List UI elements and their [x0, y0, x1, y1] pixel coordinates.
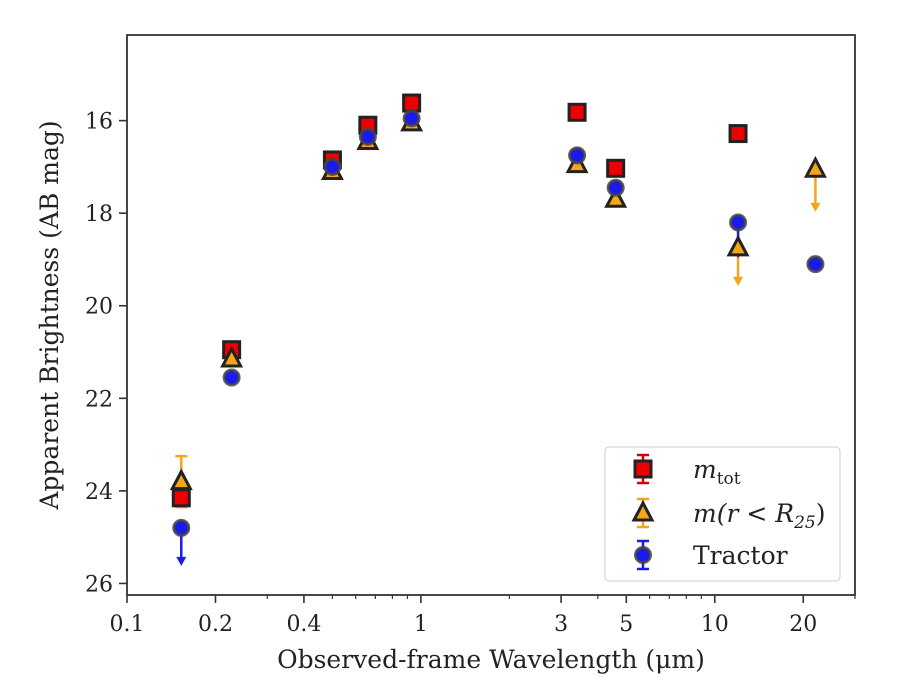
legend-marker-triangle — [631, 499, 655, 522]
y-tick-label: 18 — [85, 202, 113, 227]
legend-marker-square — [633, 459, 653, 479]
data-point-square — [606, 158, 626, 178]
data-point-circle — [222, 368, 241, 387]
data-point-circle — [568, 146, 587, 165]
limit-arrowhead — [733, 276, 744, 286]
legend-entries: mtot m(r < R25) Tractor — [631, 453, 825, 571]
limit-arrowhead — [810, 202, 821, 212]
data-marks — [169, 93, 827, 566]
x-tick-label: 3 — [554, 612, 568, 637]
data-point-circle — [172, 518, 191, 537]
y-tick-label: 16 — [85, 110, 113, 135]
axis-ticks: 0.1 0.2 0.4 1 3 5 10 20 16 18 20 22 24 26 — [85, 110, 856, 637]
legend-marker-circle — [634, 546, 652, 564]
limit-arrowhead — [176, 556, 187, 566]
x-tick-label: 10 — [701, 612, 729, 637]
x-tick-label: 0.2 — [198, 612, 233, 637]
legend: mtot m(r < R25) Tractor — [604, 446, 841, 582]
legend-box — [604, 446, 841, 582]
x-tick-label: 1 — [414, 612, 428, 637]
data-point-square — [728, 124, 748, 144]
y-tick-label: 26 — [85, 572, 113, 597]
x-tick-label: 0.1 — [110, 612, 145, 637]
data-point-triangle — [803, 156, 827, 178]
y-tick-label: 22 — [85, 387, 113, 412]
data-point-circle — [606, 178, 625, 197]
data-point-triangle — [726, 234, 750, 257]
data-point-circle — [806, 255, 825, 274]
legend-label: mtot — [693, 455, 741, 489]
x-tick-label: 5 — [619, 612, 633, 637]
data-point-square — [171, 488, 191, 508]
y-tick-label: 20 — [85, 295, 113, 320]
data-point-triangle — [220, 345, 244, 368]
y-tick-label: 24 — [85, 480, 113, 505]
x-axis-label: Observed-frame Wavelength (μm) — [277, 645, 705, 674]
legend-label: Tractor — [693, 541, 788, 570]
data-point-triangle — [169, 468, 193, 491]
plot-frame — [126, 34, 856, 596]
legend-label: m(r < R25) — [693, 499, 825, 533]
data-point-circle — [402, 109, 421, 128]
data-point-circle — [729, 213, 748, 232]
y-axis-label: Apparent Brightness (AB mag) — [35, 120, 64, 510]
data-point-triangle — [604, 186, 628, 208]
data-point-circle — [323, 157, 342, 176]
data-point-square — [567, 102, 587, 122]
data-point-circle — [358, 127, 377, 146]
data-point-square — [402, 93, 422, 113]
x-tick-label: 20 — [789, 612, 817, 637]
x-tick-label: 0.4 — [286, 612, 321, 637]
